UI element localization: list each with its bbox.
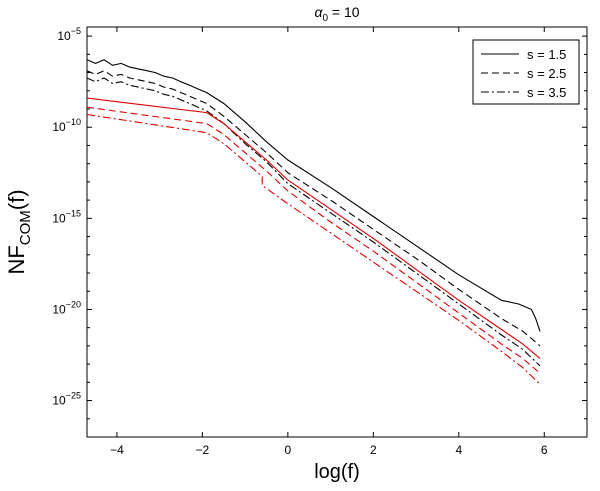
x-axis-label: log(f) (314, 461, 360, 483)
x-tick-label: 6 (541, 443, 548, 457)
legend-label-2: s = 2.5 (527, 66, 566, 81)
series-line-4 (86, 97, 541, 360)
x-tick-label: −2 (196, 443, 210, 457)
chart-title-sub: 0 (322, 13, 328, 24)
y-axis-label-base: NF (4, 245, 29, 274)
series-line-3 (86, 77, 541, 367)
y-axis-label-rest: (f) (4, 189, 29, 210)
series-line-2 (86, 70, 541, 347)
x-tick-label: −4 (110, 443, 124, 457)
y-axis-label: NFCOM(f) (4, 189, 34, 274)
ticks-layer: −4 −2 0 2 4 6 10−5 10−10 10−15 10−20 10−25 (52, 26, 587, 457)
series-line-5 (86, 106, 541, 374)
y-tick-label: 10−25 (52, 391, 81, 408)
x-tick-label: 4 (455, 443, 462, 457)
legend: s = 1.5 s = 2.5 s = 3.5 (472, 39, 580, 105)
legend-label-3: s = 3.5 (527, 85, 566, 100)
y-tick-label: 10−20 (52, 299, 81, 316)
chart-title: α0 = 10 (314, 4, 359, 24)
legend-box (472, 39, 580, 105)
chart-title-base: α (314, 4, 323, 20)
x-tick-label: 2 (370, 443, 377, 457)
series-line-1 (86, 59, 541, 332)
y-axis-label-sub: COM (17, 210, 34, 245)
y-tick-label: 10−15 (52, 208, 81, 225)
x-tick-label: 0 (285, 443, 292, 457)
legend-label-1: s = 1.5 (527, 47, 566, 62)
chart-title-rest: = 10 (328, 4, 360, 20)
series-line-6 (86, 113, 541, 385)
y-tick-label: 10−5 (57, 26, 81, 43)
series-layer (86, 59, 541, 385)
y-tick-label: 10−10 (52, 117, 81, 134)
